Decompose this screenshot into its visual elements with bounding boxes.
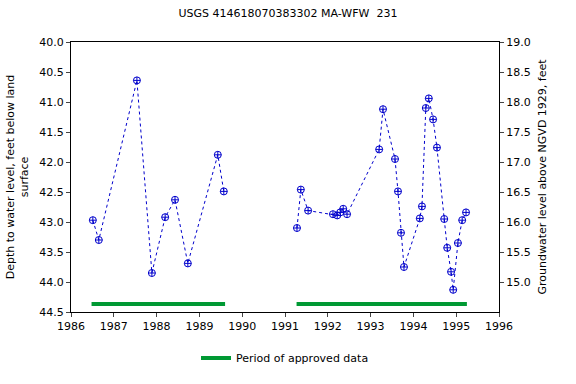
svg-text:18.5: 18.5 bbox=[506, 66, 531, 79]
svg-text:1991: 1991 bbox=[271, 320, 299, 333]
svg-text:1993: 1993 bbox=[357, 320, 385, 333]
svg-text:15.0: 15.0 bbox=[506, 276, 531, 289]
svg-text:40.0: 40.0 bbox=[39, 36, 64, 49]
svg-text:1987: 1987 bbox=[100, 320, 128, 333]
svg-text:42.5: 42.5 bbox=[39, 186, 64, 199]
svg-text:1986: 1986 bbox=[57, 320, 85, 333]
svg-text:44.0: 44.0 bbox=[39, 276, 64, 289]
svg-text:17.0: 17.0 bbox=[506, 156, 531, 169]
svg-text:Groundwater level above NGVD 1: Groundwater level above NGVD 1929, feet bbox=[536, 59, 549, 295]
svg-text:17.5: 17.5 bbox=[506, 126, 531, 139]
svg-text:1988: 1988 bbox=[143, 320, 171, 333]
svg-text:USGS 414618070383302 MA-WFW 2: USGS 414618070383302 MA-WFW 231 bbox=[179, 7, 398, 20]
svg-text:40.5: 40.5 bbox=[39, 66, 64, 79]
svg-text:43.0: 43.0 bbox=[39, 216, 64, 229]
svg-text:18.0: 18.0 bbox=[506, 96, 531, 109]
svg-text:19.0: 19.0 bbox=[506, 36, 531, 49]
svg-text:Depth to water level, feet bel: Depth to water level, feet below landsur… bbox=[4, 75, 31, 280]
svg-text:1995: 1995 bbox=[442, 320, 470, 333]
svg-text:1989: 1989 bbox=[185, 320, 213, 333]
svg-text:16.5: 16.5 bbox=[506, 186, 531, 199]
svg-text:16.0: 16.0 bbox=[506, 216, 531, 229]
svg-text:1994: 1994 bbox=[399, 320, 427, 333]
svg-text:1992: 1992 bbox=[314, 320, 342, 333]
svg-text:1996: 1996 bbox=[485, 320, 513, 333]
svg-text:41.0: 41.0 bbox=[39, 96, 64, 109]
svg-text:41.5: 41.5 bbox=[39, 126, 64, 139]
svg-text:44.5: 44.5 bbox=[39, 306, 64, 319]
svg-text:1990: 1990 bbox=[228, 320, 256, 333]
svg-text:15.5: 15.5 bbox=[506, 246, 531, 259]
svg-text:42.0: 42.0 bbox=[39, 156, 64, 169]
svg-text:Period of approved data: Period of approved data bbox=[236, 352, 368, 365]
svg-text:43.5: 43.5 bbox=[39, 246, 64, 259]
